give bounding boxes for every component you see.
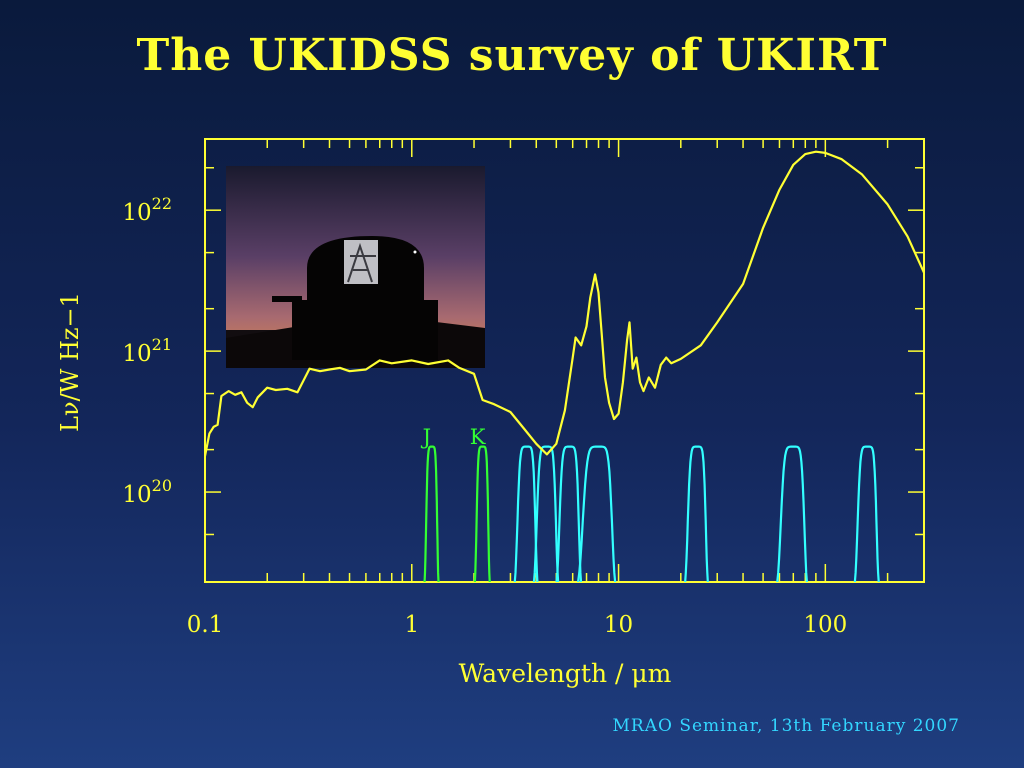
x-axis: 0.1 1 10 100	[187, 612, 848, 638]
x-tick-label: 1	[404, 612, 419, 638]
filter-curve	[576, 445, 617, 582]
filter-curve	[532, 445, 560, 582]
x-tick-label: 10	[604, 612, 633, 638]
filter-label: J	[421, 425, 431, 449]
slide-title: The UKIDSS survey of UKIRT	[136, 30, 888, 81]
filter-label: K	[470, 425, 486, 449]
filter-curve	[776, 445, 809, 582]
filter-curve	[555, 445, 583, 582]
y-tick-label: 1022	[122, 194, 172, 226]
telescope-dome-photo	[226, 166, 485, 368]
y-axis: 1020 1021 1022	[122, 194, 172, 508]
filter-curve	[684, 445, 709, 582]
filter-curve	[853, 445, 880, 582]
filter-curve-J	[423, 445, 440, 582]
y-tick-label: 1020	[122, 476, 172, 508]
y-tick-label: 1021	[122, 335, 172, 367]
sed-line	[205, 150, 924, 457]
x-axis-title: Wavelength / μm	[459, 659, 672, 688]
plot-frame	[204, 138, 925, 583]
filter-curves	[423, 445, 880, 582]
filter-curve	[513, 445, 539, 582]
sed-series	[205, 150, 924, 457]
y-axis-title-text: Lν/W Hz−1	[56, 292, 84, 432]
y-axis-title: Lν/W Hz−1	[56, 292, 84, 432]
x-tick-label: 100	[803, 612, 847, 638]
x-tick-label: 0.1	[187, 612, 224, 638]
footer-text: MRAO Seminar, 13th February 2007	[612, 716, 960, 736]
filter-curve-K	[473, 445, 491, 582]
